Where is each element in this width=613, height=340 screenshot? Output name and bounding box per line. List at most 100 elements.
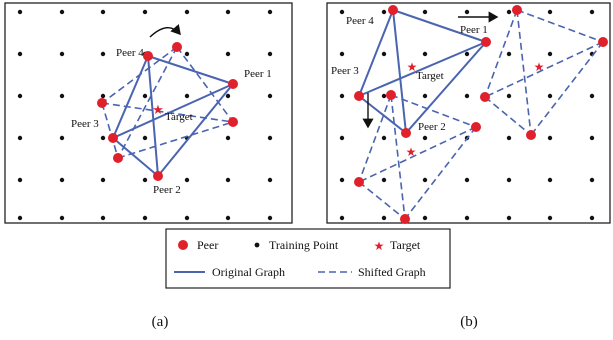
edge (392, 9, 487, 43)
shifted-graph-a (101, 46, 234, 159)
peer-1 (481, 37, 491, 47)
training-point (547, 93, 553, 99)
training-point (17, 215, 23, 221)
legend: Peer Training Point ★ Target Original Gr… (165, 228, 451, 289)
training-point (506, 51, 512, 57)
training-point (267, 9, 273, 15)
edge (101, 46, 178, 104)
training-point (339, 9, 345, 15)
peer-4 (388, 5, 398, 15)
training-point (339, 215, 345, 221)
peer-label: Peer 4 (346, 15, 374, 27)
shifted-peer (354, 177, 364, 187)
peer-label: Peer 3 (331, 65, 359, 77)
training-point (59, 215, 65, 221)
edge (404, 126, 477, 220)
training-point (464, 177, 470, 183)
edge (358, 41, 487, 97)
edge (390, 94, 406, 220)
training-point (100, 51, 106, 57)
peer-label: Peer 3 (71, 118, 99, 130)
peer-3 (108, 133, 118, 143)
edge (176, 46, 234, 123)
training-point (184, 177, 190, 183)
caption-a: (a) (152, 314, 169, 330)
caption-b: (b) (460, 314, 478, 330)
training-point (381, 93, 387, 99)
curved-arrow-icon (149, 23, 181, 38)
training-point (59, 51, 65, 57)
training-point (100, 215, 106, 221)
peer-label: Peer 1 (244, 68, 272, 80)
panel-a: ★ Peer 4 Peer 1 Peer 3 Peer 2 Target (4, 2, 293, 224)
edge (484, 96, 532, 136)
edge (530, 41, 604, 136)
target-star: ★ (406, 145, 417, 159)
shifted-peer (97, 98, 107, 108)
training-point (17, 51, 23, 57)
peers-a (97, 42, 238, 181)
target-star: ★ (407, 60, 418, 74)
shifted-graph-down (358, 94, 477, 220)
shifted-peer (512, 5, 522, 15)
edge (157, 83, 234, 177)
edge (516, 9, 532, 136)
target-star: ★ (534, 60, 545, 74)
shifted-peer (471, 122, 481, 132)
training-point (142, 135, 148, 141)
edge (484, 9, 518, 98)
edge (112, 137, 159, 177)
training-point (225, 177, 231, 183)
training-point (506, 9, 512, 15)
shifted-peer (598, 37, 608, 47)
training-point (267, 93, 273, 99)
shifted-peer (526, 130, 536, 140)
training-point (506, 215, 512, 221)
training-point (184, 93, 190, 99)
peer-1 (228, 79, 238, 89)
training-point (506, 135, 512, 141)
training-point (225, 51, 231, 57)
training-point (464, 51, 470, 57)
training-point (422, 51, 428, 57)
panel-a-frame (4, 2, 293, 224)
peer-4 (143, 51, 153, 61)
shifted-peer (228, 117, 238, 127)
training-point (339, 177, 345, 183)
training-point (547, 9, 553, 15)
legend-original-graph-label: Original Graph (212, 265, 285, 279)
panel-b: ★ ★ ★ Peer 4 Peer 1 Peer 3 Peer 2 Target (326, 2, 611, 224)
training-point (17, 135, 23, 141)
training-point (506, 177, 512, 183)
training-point (142, 93, 148, 99)
legend-frame (165, 228, 451, 289)
target-label: Target (165, 111, 193, 123)
training-point (422, 135, 428, 141)
shifted-graph-right (484, 9, 604, 136)
edge (147, 55, 234, 85)
training-point (184, 215, 190, 221)
edge (358, 126, 477, 183)
edge (147, 55, 159, 177)
training-point (267, 135, 273, 141)
training-point (339, 51, 345, 57)
training-point (100, 93, 106, 99)
peers-b (354, 5, 608, 224)
training-point (464, 9, 470, 15)
training-point (184, 9, 190, 15)
legend-target-label: Target (390, 238, 421, 252)
training-point (589, 93, 595, 99)
training-point (381, 177, 387, 183)
target-star: ★ (152, 103, 164, 118)
peer-2 (153, 171, 163, 181)
edge (392, 9, 407, 134)
peer-3 (354, 91, 364, 101)
legend-shifted-graph-label: Shifted Graph (358, 265, 426, 279)
training-point (422, 93, 428, 99)
original-graph-a (112, 55, 234, 177)
peer-label: Peer 2 (153, 184, 181, 196)
training-point (422, 9, 428, 15)
training-point (184, 51, 190, 57)
training-point (17, 93, 23, 99)
training-point (547, 135, 553, 141)
